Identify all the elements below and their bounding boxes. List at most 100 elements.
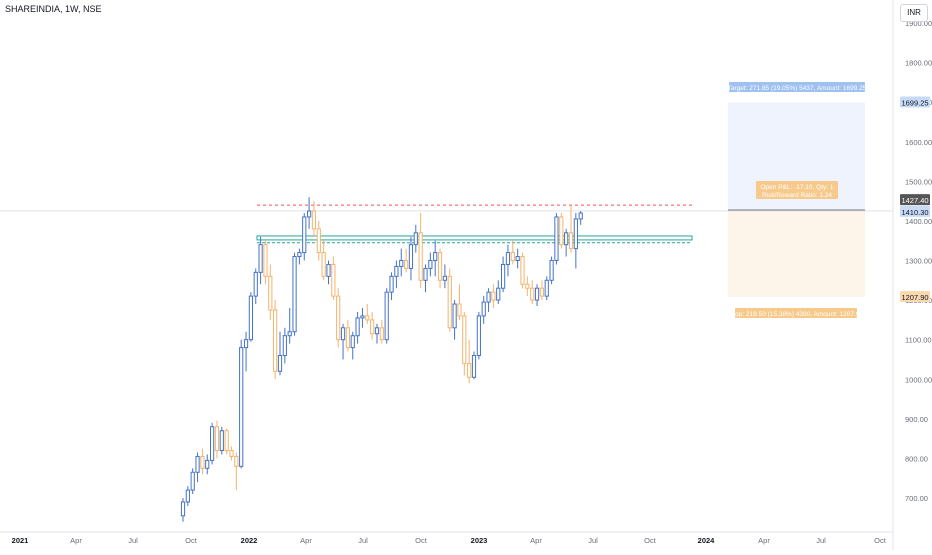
candle-body[interactable] — [185, 489, 190, 503]
candle-body[interactable] — [442, 275, 447, 281]
candle-body[interactable] — [404, 260, 409, 269]
candle-body[interactable] — [539, 287, 544, 297]
candle-body[interactable] — [554, 216, 559, 261]
candle-body[interactable] — [534, 287, 540, 301]
candle-body[interactable] — [418, 232, 423, 281]
risk-reward-label: Risk/Reward Ratio: 1.24 — [762, 192, 832, 199]
candle-body[interactable] — [423, 267, 428, 281]
candle-body[interactable] — [307, 210, 312, 218]
y-tick-label: 1400.00 — [905, 217, 932, 226]
candle-body[interactable] — [224, 430, 229, 452]
candle-body[interactable] — [471, 355, 477, 378]
candle-body[interactable] — [389, 275, 394, 293]
candle-body[interactable] — [326, 263, 331, 277]
candle-body[interactable] — [277, 355, 283, 372]
candle-body[interactable] — [370, 319, 375, 335]
candle-body[interactable] — [219, 430, 224, 452]
x-tick-label: Jul — [128, 536, 138, 545]
stop-price-label: 1207.90 — [901, 293, 928, 302]
candle-body[interactable] — [210, 426, 215, 461]
candle-body[interactable] — [428, 260, 433, 269]
candle-body[interactable] — [297, 252, 302, 258]
candle-body[interactable] — [515, 256, 520, 261]
candle-body[interactable] — [331, 263, 336, 297]
candle-body[interactable] — [180, 501, 186, 517]
candle-body[interactable] — [447, 275, 452, 329]
candle-body[interactable] — [336, 295, 341, 341]
candle-body[interactable] — [467, 362, 472, 378]
stop-price-label-bg — [900, 290, 930, 302]
candle-body[interactable] — [433, 252, 438, 261]
candle-body[interactable] — [268, 275, 273, 311]
candle-body[interactable] — [544, 279, 549, 297]
candle-body[interactable] — [564, 232, 569, 246]
candle-body[interactable] — [345, 327, 350, 349]
candle-body[interactable] — [273, 309, 278, 372]
candle-body[interactable] — [195, 455, 200, 473]
candle-body[interactable] — [510, 252, 515, 261]
candle-body[interactable] — [302, 216, 307, 254]
candle-body[interactable] — [568, 232, 574, 250]
stop-zone[interactable] — [728, 210, 865, 297]
candle-body[interactable] — [205, 459, 210, 469]
candle-body[interactable] — [340, 327, 346, 341]
candle-body[interactable] — [379, 327, 384, 341]
candle-body[interactable] — [365, 315, 370, 321]
candle-body[interactable] — [457, 303, 462, 317]
candle-body[interactable] — [462, 315, 467, 364]
candle-body[interactable] — [258, 244, 263, 273]
candle-body[interactable] — [394, 265, 399, 277]
candle-body[interactable] — [239, 347, 244, 467]
candle-body[interactable] — [501, 263, 506, 289]
candle-body[interactable] — [321, 252, 326, 277]
stop-label-box — [735, 308, 857, 318]
candle-body[interactable] — [476, 315, 481, 356]
candle-body[interactable] — [282, 335, 287, 357]
candle-body[interactable] — [549, 260, 554, 281]
x-tick-label: Apr — [70, 536, 82, 545]
candle-body[interactable] — [408, 244, 414, 269]
candle-body[interactable] — [399, 260, 404, 267]
target-price-label: 1699.25 — [901, 98, 928, 107]
candle-body[interactable] — [350, 335, 355, 349]
candle-body[interactable] — [437, 252, 443, 281]
candle-body[interactable] — [190, 471, 195, 491]
support-zone[interactable] — [256, 235, 693, 241]
candle-body[interactable] — [316, 228, 321, 254]
candle-body[interactable] — [214, 426, 220, 451]
candle-body[interactable] — [234, 455, 239, 467]
candle-body[interactable] — [253, 271, 258, 297]
candle-body[interactable] — [525, 283, 530, 289]
candle-body[interactable] — [200, 455, 205, 469]
target-label-box — [729, 82, 865, 92]
candle-body[interactable] — [505, 252, 511, 265]
candle-body[interactable] — [559, 216, 564, 246]
candle-body[interactable] — [496, 287, 501, 301]
candle-body[interactable] — [573, 218, 578, 250]
candle-body[interactable] — [481, 301, 486, 317]
candle-body[interactable] — [360, 315, 365, 319]
candle-body[interactable] — [530, 287, 535, 301]
candle-body[interactable] — [374, 327, 380, 335]
candle-body[interactable] — [287, 331, 292, 337]
candle-body[interactable] — [263, 244, 268, 277]
candle-body[interactable] — [413, 232, 418, 246]
candle-body[interactable] — [311, 210, 317, 230]
candle-body[interactable] — [292, 256, 297, 333]
candle-body[interactable] — [243, 339, 249, 349]
candle-body[interactable] — [520, 256, 525, 285]
y-tick-label: 1000.00 — [905, 375, 932, 384]
candle-body[interactable] — [355, 317, 360, 337]
candle-body[interactable] — [229, 450, 234, 457]
candle-body[interactable] — [248, 295, 254, 341]
candle-body[interactable] — [578, 212, 583, 220]
candle-body[interactable] — [486, 291, 491, 303]
y-tick-label: 1300.00 — [905, 257, 932, 266]
candle-body[interactable] — [452, 303, 457, 329]
y-tick-label: 1800.00 — [905, 59, 932, 68]
currency-button[interactable]: INR — [900, 4, 928, 22]
candle-body[interactable] — [491, 291, 496, 301]
candle-body[interactable] — [384, 291, 389, 341]
